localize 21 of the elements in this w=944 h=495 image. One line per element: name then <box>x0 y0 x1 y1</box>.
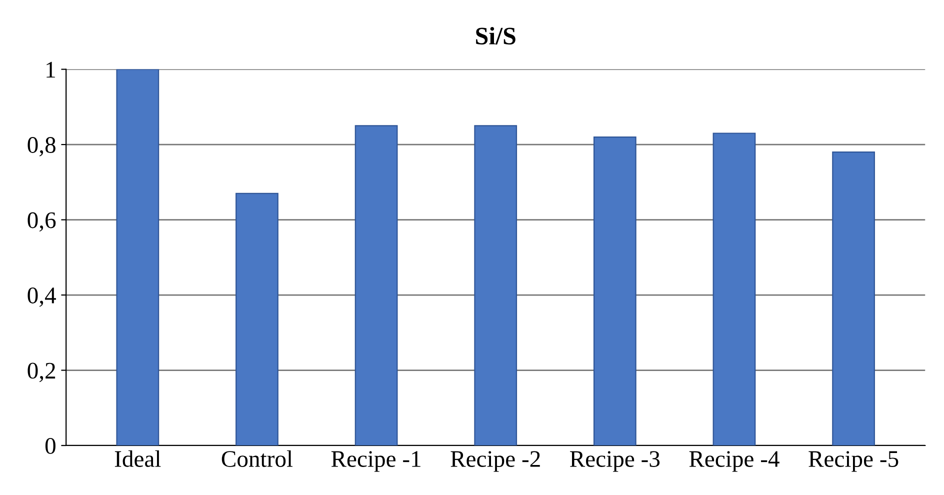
x-tick-label: Control <box>222 450 293 467</box>
y-tick-label: 1 <box>46 62 55 78</box>
x-tick-label: Recipe -4 <box>689 451 780 472</box>
y-tick-label: 0,8 <box>28 137 56 156</box>
bar <box>712 132 756 446</box>
y-tick-label: 0,6 <box>28 212 56 232</box>
bar <box>593 136 636 446</box>
x-tick-label: Recipe -5 <box>808 451 898 472</box>
y-tick-label: 0,4 <box>28 288 56 307</box>
x-tick-label: Recipe -1 <box>331 451 420 472</box>
bar <box>832 152 875 446</box>
x-tick-label: Recipe -2 <box>450 451 540 472</box>
y-tick-label: 0,2 <box>28 362 56 382</box>
bar <box>474 125 518 446</box>
bar <box>354 125 398 446</box>
y-tick-label: 0 <box>45 438 56 454</box>
bar <box>236 192 278 446</box>
x-tick-label: Ideal <box>114 450 161 467</box>
bar <box>116 69 160 446</box>
x-tick-label: Recipe -3 <box>570 451 660 472</box>
chart-title: Si/S <box>476 26 516 45</box>
